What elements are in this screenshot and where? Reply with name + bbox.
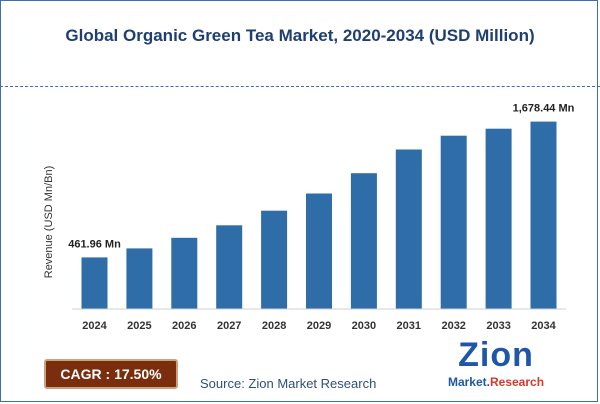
bar-2033 — [485, 128, 512, 309]
data-label-2034: 1,678.44 Mn — [513, 103, 575, 115]
logo-subtitle: Market.Research — [436, 374, 556, 390]
bar-2029 — [306, 193, 332, 309]
logo-sub-left: Market. — [447, 375, 490, 389]
x-tick-2033: 2033 — [486, 320, 510, 332]
bars-group — [81, 121, 557, 309]
x-tick-2031: 2031 — [397, 320, 421, 332]
bar-2024 — [81, 257, 108, 309]
x-tick-2025: 2025 — [127, 320, 151, 332]
bar-2032 — [440, 135, 467, 309]
chart-title: Global Organic Green Tea Market, 2020-20… — [65, 26, 535, 45]
bar-2025 — [126, 248, 153, 309]
x-tick-2029: 2029 — [307, 320, 331, 332]
logo-sub-right: Research — [489, 375, 545, 389]
data-labels: 461.96 Mn 1,678.44 Mn — [68, 103, 574, 251]
title-divider — [0, 86, 600, 87]
bar-2031 — [395, 149, 422, 309]
bar-2034 — [530, 121, 557, 309]
x-tick-2024: 2024 — [82, 320, 107, 332]
bar-2027 — [216, 225, 243, 309]
y-axis-label: Revenue (USD Mn/Bn) — [43, 166, 55, 279]
zion-logo: Zion Market.Research — [436, 336, 556, 394]
data-label-2024: 461.96 Mn — [68, 238, 121, 250]
x-tick-2034: 2034 — [531, 320, 556, 332]
bar-2030 — [350, 173, 377, 309]
x-tick-2030: 2030 — [352, 320, 376, 332]
x-tick-2028: 2028 — [262, 320, 286, 332]
cagr-badge: CAGR : 17.50% — [44, 359, 178, 389]
logo-word: Zion — [458, 336, 534, 374]
x-tick-labels: 2024 2025 2026 2027 2028 2029 2030 2031 2032 2033… — [82, 320, 556, 332]
bar-2028 — [261, 210, 288, 309]
x-tick-2026: 2026 — [172, 320, 196, 332]
bar-2026 — [171, 237, 198, 309]
x-tick-2027: 2027 — [217, 320, 241, 332]
source-note: Source: Zion Market Research — [200, 376, 377, 391]
x-tick-2032: 2032 — [441, 320, 465, 332]
